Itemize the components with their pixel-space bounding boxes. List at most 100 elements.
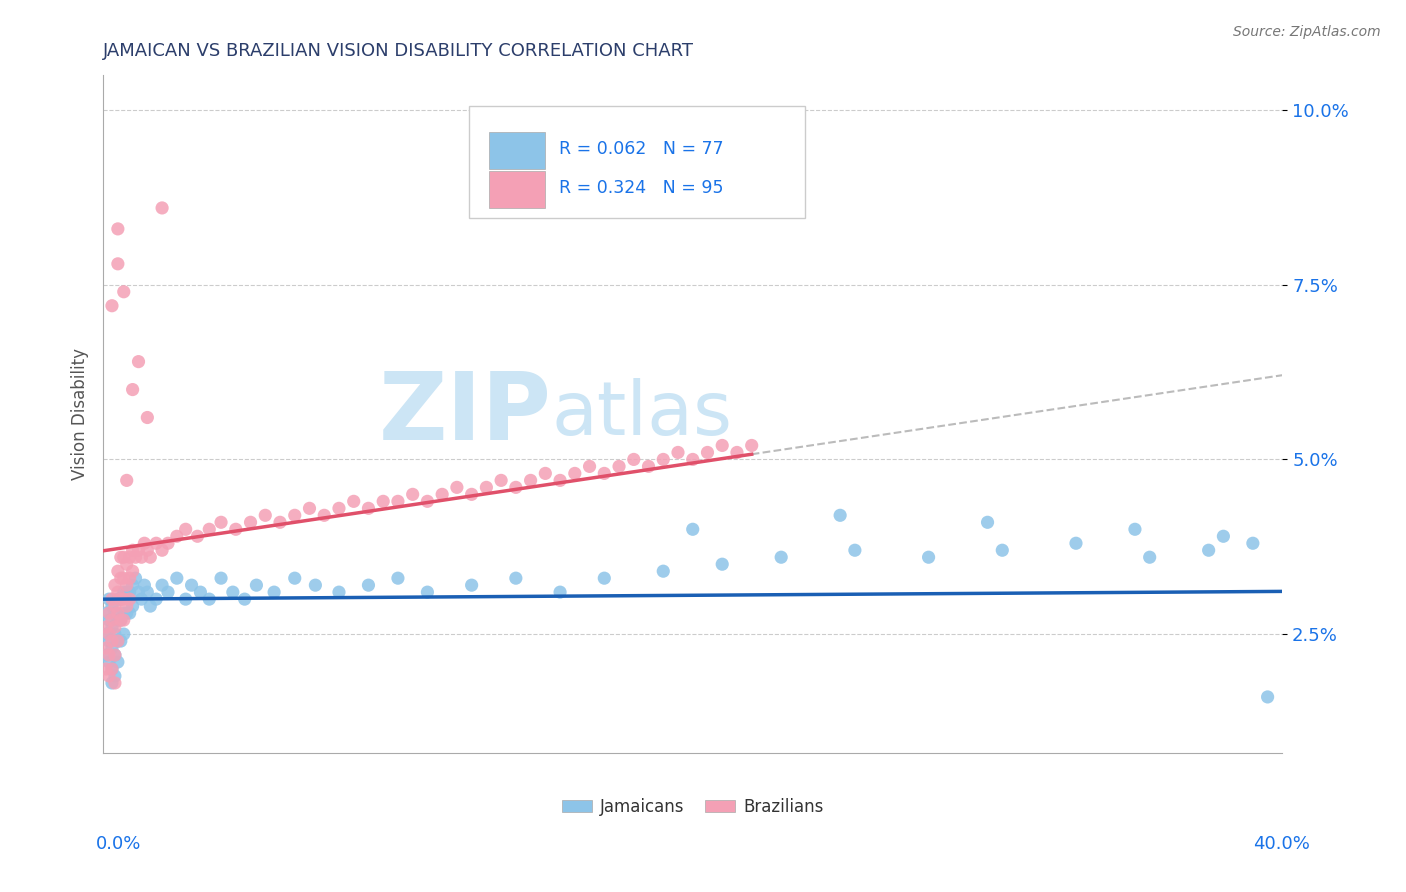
Point [115, 585, 138, 599]
Point [110, 613, 132, 627]
Point [110, 613, 132, 627]
FancyBboxPatch shape [489, 132, 546, 169]
Point [124, 571, 146, 585]
Point [107, 564, 129, 578]
Text: Source: ZipAtlas.com: Source: ZipAtlas.com [1233, 25, 1381, 39]
Point [101, 299, 124, 313]
Point [1064, 536, 1087, 550]
Point [94, 627, 117, 641]
Point [104, 648, 127, 662]
Point [98, 627, 121, 641]
Point [139, 599, 162, 614]
Point [198, 522, 221, 536]
Point [174, 592, 197, 607]
Point [104, 676, 127, 690]
Text: R = 0.062   N = 77: R = 0.062 N = 77 [560, 140, 724, 158]
Point [94, 641, 117, 656]
Text: R = 0.324   N = 95: R = 0.324 N = 95 [560, 179, 724, 197]
Point [110, 592, 132, 607]
Point [460, 487, 482, 501]
Point [976, 516, 998, 530]
Point [121, 383, 143, 397]
Text: atlas: atlas [551, 377, 733, 450]
Point [118, 585, 141, 599]
FancyBboxPatch shape [468, 105, 804, 218]
Point [98, 606, 121, 620]
Point [104, 606, 127, 620]
Point [107, 634, 129, 648]
Point [112, 585, 135, 599]
Point [107, 655, 129, 669]
Point [304, 578, 326, 592]
Point [373, 494, 395, 508]
Point [239, 516, 262, 530]
Point [534, 467, 557, 481]
Point [112, 550, 135, 565]
Point [402, 487, 425, 501]
Point [416, 494, 439, 508]
Point [145, 592, 167, 607]
Point [101, 634, 124, 648]
Point [186, 529, 208, 543]
Point [115, 578, 138, 592]
Point [548, 585, 571, 599]
Point [666, 445, 689, 459]
Point [118, 592, 141, 607]
Point [564, 467, 586, 481]
Point [128, 354, 150, 368]
Point [94, 662, 117, 676]
Point [101, 592, 124, 607]
Point [284, 571, 307, 585]
Point [416, 585, 439, 599]
Point [150, 543, 173, 558]
Point [991, 543, 1014, 558]
Point [107, 585, 129, 599]
Point [112, 571, 135, 585]
Point [104, 669, 127, 683]
Point [209, 571, 232, 585]
Point [107, 613, 129, 627]
Point [98, 592, 121, 607]
Point [112, 285, 135, 299]
Text: JAMAICAN VS BRAZILIAN VISION DISABILITY CORRELATION CHART: JAMAICAN VS BRAZILIAN VISION DISABILITY … [103, 42, 695, 60]
Text: ZIP: ZIP [378, 368, 551, 460]
Point [115, 474, 138, 488]
Point [166, 571, 188, 585]
Point [328, 501, 350, 516]
Point [222, 585, 245, 599]
Point [104, 648, 127, 662]
Point [110, 634, 132, 648]
Point [682, 452, 704, 467]
Point [110, 550, 132, 565]
Point [593, 467, 616, 481]
Point [209, 516, 232, 530]
Point [1241, 536, 1264, 550]
Point [593, 571, 616, 585]
Point [121, 578, 143, 592]
Point [139, 550, 162, 565]
Point [107, 606, 129, 620]
Point [110, 592, 132, 607]
Legend: Jamaicans, Brazilians: Jamaicans, Brazilians [555, 791, 830, 822]
Point [112, 613, 135, 627]
Point [198, 592, 221, 607]
Point [166, 529, 188, 543]
Point [357, 501, 380, 516]
Point [156, 585, 179, 599]
Point [387, 571, 409, 585]
Point [107, 222, 129, 236]
Point [314, 508, 336, 523]
Point [118, 606, 141, 620]
Point [131, 592, 153, 607]
Point [844, 543, 866, 558]
Point [475, 480, 498, 494]
Point [652, 452, 675, 467]
Point [112, 606, 135, 620]
Point [150, 578, 173, 592]
Point [98, 655, 121, 669]
Point [115, 599, 138, 614]
Point [1123, 522, 1146, 536]
Point [118, 571, 141, 585]
Point [115, 606, 138, 620]
Point [682, 522, 704, 536]
